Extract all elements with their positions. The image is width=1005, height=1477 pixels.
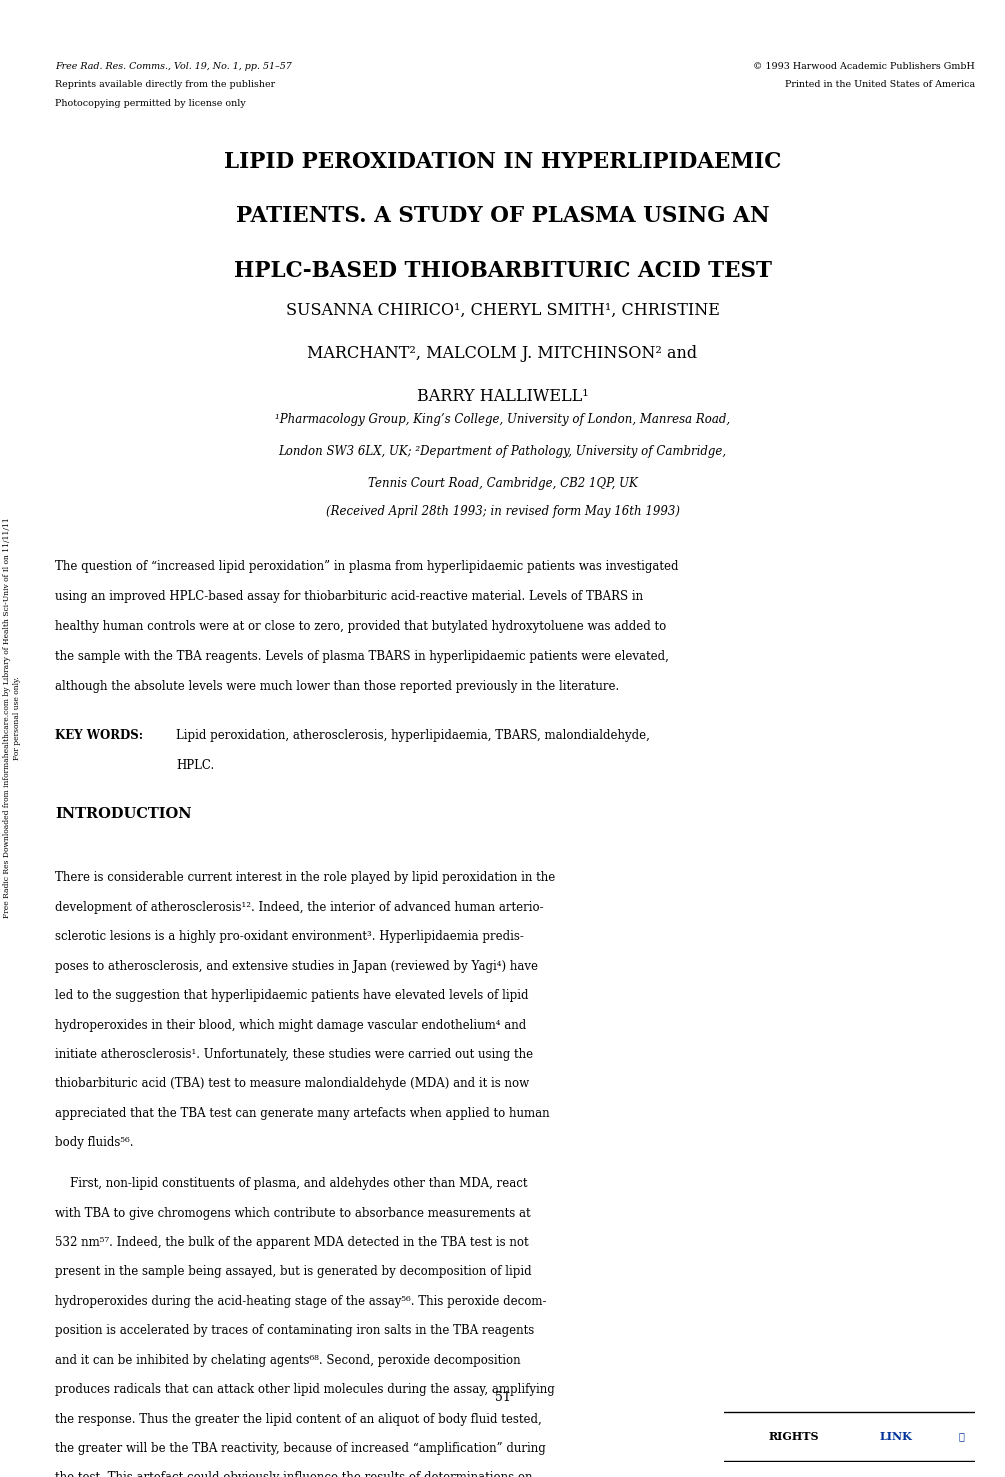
Text: INTRODUCTION: INTRODUCTION	[55, 806, 192, 821]
Text: HPLC.: HPLC.	[176, 759, 214, 772]
Text: and it can be inhibited by chelating agents⁶⁸. Second, peroxide decomposition: and it can be inhibited by chelating age…	[55, 1354, 521, 1366]
Text: (Received April 28th 1993; in revised form May 16th 1993): (Received April 28th 1993; in revised fo…	[326, 505, 679, 518]
Text: development of atherosclerosis¹². Indeed, the interior of advanced human arterio: development of atherosclerosis¹². Indeed…	[55, 901, 544, 914]
Text: led to the suggestion that hyperlipidaemic patients have elevated levels of lipi: led to the suggestion that hyperlipidaem…	[55, 990, 529, 1001]
Text: 532 nm⁵⁷. Indeed, the bulk of the apparent MDA detected in the TBA test is not: 532 nm⁵⁷. Indeed, the bulk of the appare…	[55, 1236, 529, 1250]
Text: sclerotic lesions is a highly pro-oxidant environment³. Hyperlipidaemia predis-: sclerotic lesions is a highly pro-oxidan…	[55, 931, 525, 944]
Text: using an improved HPLC-based assay for thiobarbituric acid-reactive material. Le: using an improved HPLC-based assay for t…	[55, 589, 643, 603]
Text: Printed in the United States of America: Printed in the United States of America	[785, 80, 975, 90]
Text: BARRY HALLIWELL¹: BARRY HALLIWELL¹	[417, 387, 588, 405]
Text: appreciated that the TBA test can generate many artefacts when applied to human: appreciated that the TBA test can genera…	[55, 1106, 550, 1120]
Text: hydroperoxides in their blood, which might damage vascular endothelium⁴ and: hydroperoxides in their blood, which mig…	[55, 1019, 527, 1031]
Text: Tennis Court Road, Cambridge, CB2 1QP, UK: Tennis Court Road, Cambridge, CB2 1QP, U…	[368, 477, 637, 489]
Text: the sample with the TBA reagents. Levels of plasma TBARS in hyperlipidaemic pati: the sample with the TBA reagents. Levels…	[55, 650, 669, 663]
Text: although the absolute levels were much lower than those reported previously in t: although the absolute levels were much l…	[55, 681, 619, 694]
Text: First, non-lipid constituents of plasma, and aldehydes other than MDA, react: First, non-lipid constituents of plasma,…	[55, 1177, 528, 1190]
Text: LINK: LINK	[879, 1431, 913, 1442]
Text: initiate atherosclerosis¹. Unfortunately, these studies were carried out using t: initiate atherosclerosis¹. Unfortunately…	[55, 1049, 534, 1060]
Text: MARCHANT², MALCOLM J. MITCHINSON² and: MARCHANT², MALCOLM J. MITCHINSON² and	[308, 344, 697, 362]
Text: RIGHTS: RIGHTS	[769, 1431, 819, 1442]
Text: KEY WORDS:: KEY WORDS:	[55, 730, 144, 743]
Text: © 1993 Harwood Academic Publishers GmbH: © 1993 Harwood Academic Publishers GmbH	[753, 62, 975, 71]
Text: PATIENTS. A STUDY OF PLASMA USING AN: PATIENTS. A STUDY OF PLASMA USING AN	[236, 205, 769, 227]
Text: There is considerable current interest in the role played by lipid peroxidation : There is considerable current interest i…	[55, 871, 556, 885]
Text: Lipid peroxidation, atherosclerosis, hyperlipidaemia, TBARS, malondialdehyde,: Lipid peroxidation, atherosclerosis, hyp…	[176, 730, 650, 743]
Text: LIPID PEROXIDATION IN HYPERLIPIDAEMIC: LIPID PEROXIDATION IN HYPERLIPIDAEMIC	[224, 151, 781, 173]
Text: poses to atherosclerosis, and extensive studies in Japan (reviewed by Yagi⁴) hav: poses to atherosclerosis, and extensive …	[55, 960, 539, 973]
Text: hydroperoxides during the acid-heating stage of the assay⁵⁶. This peroxide decom: hydroperoxides during the acid-heating s…	[55, 1295, 547, 1307]
FancyBboxPatch shape	[719, 1412, 978, 1461]
Text: with TBA to give chromogens which contribute to absorbance measurements at: with TBA to give chromogens which contri…	[55, 1207, 531, 1220]
Text: healthy human controls were at or close to zero, provided that butylated hydroxy: healthy human controls were at or close …	[55, 620, 666, 634]
Text: produces radicals that can attack other lipid molecules during the assay, amplif: produces radicals that can attack other …	[55, 1382, 555, 1396]
Text: Photocopying permitted by license only: Photocopying permitted by license only	[55, 99, 246, 108]
Text: Free Rad. Res. Comms., Vol. 19, No. 1, pp. 51–57: Free Rad. Res. Comms., Vol. 19, No. 1, p…	[55, 62, 292, 71]
Text: HPLC-BASED THIOBARBITURIC ACID TEST: HPLC-BASED THIOBARBITURIC ACID TEST	[233, 260, 772, 282]
Text: London SW3 6LX, UK; ²Department of Pathology, University of Cambridge,: London SW3 6LX, UK; ²Department of Patho…	[278, 445, 727, 458]
Text: Reprints available directly from the publisher: Reprints available directly from the pub…	[55, 80, 275, 90]
Text: the response. Thus the greater the lipid content of an aliquot of body fluid tes: the response. Thus the greater the lipid…	[55, 1412, 542, 1425]
Text: present in the sample being assayed, but is generated by decomposition of lipid: present in the sample being assayed, but…	[55, 1266, 532, 1279]
Text: ⓘ: ⓘ	[959, 1431, 965, 1442]
Text: Free Radic Res Downloaded from informahealthcare.com by Library of Health Sci-Un: Free Radic Res Downloaded from informahe…	[3, 517, 21, 919]
Text: The question of “increased lipid peroxidation” in plasma from hyperlipidaemic pa: The question of “increased lipid peroxid…	[55, 560, 678, 573]
Text: the test. This artefact could obviously influence the results of determinations : the test. This artefact could obviously …	[55, 1471, 533, 1477]
Text: body fluids⁵⁶.: body fluids⁵⁶.	[55, 1136, 134, 1149]
Text: SUSANNA CHIRICO¹, CHERYL SMITH¹, CHRISTINE: SUSANNA CHIRICO¹, CHERYL SMITH¹, CHRISTI…	[285, 301, 720, 319]
Text: the greater will be the TBA reactivity, because of increased “amplification” dur: the greater will be the TBA reactivity, …	[55, 1442, 546, 1455]
Text: ¹Pharmacology Group, King’s College, University of London, Manresa Road,: ¹Pharmacology Group, King’s College, Uni…	[275, 414, 730, 427]
Text: position is accelerated by traces of contaminating iron salts in the TBA reagent: position is accelerated by traces of con…	[55, 1325, 535, 1337]
Text: thiobarbituric acid (TBA) test to measure malondialdehyde (MDA) and it is now: thiobarbituric acid (TBA) test to measur…	[55, 1077, 530, 1090]
Text: 51: 51	[494, 1391, 511, 1405]
